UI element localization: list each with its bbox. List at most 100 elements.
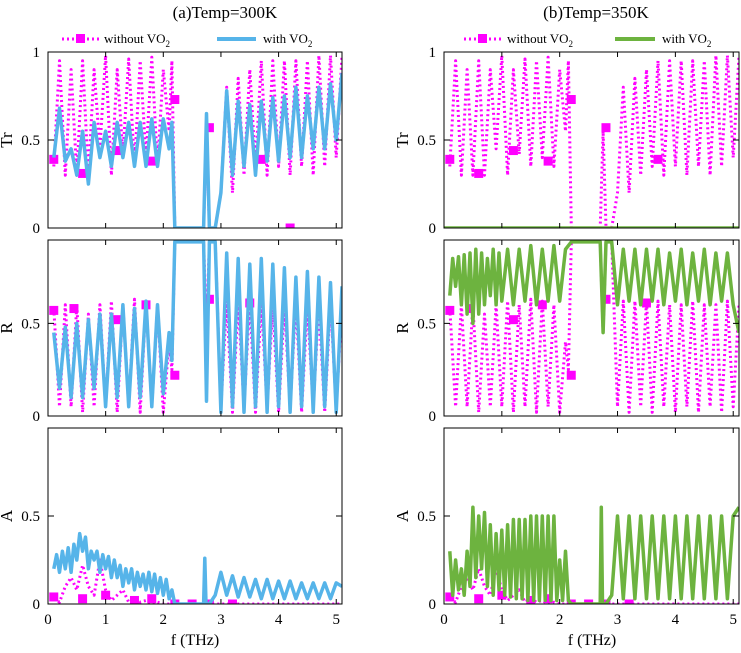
legend-b: without VO2 with VO2 xyxy=(464,31,711,49)
ytick-label-b-a-1: 0.5 xyxy=(417,509,436,525)
panel-b-tr: 0 0.5 1 Tr xyxy=(393,45,740,237)
xtick-label-b-a-2: 2 xyxy=(556,612,564,628)
marker-a-r-4 xyxy=(170,370,180,380)
legend-a: without VO2 with VO2 xyxy=(62,31,312,49)
series-group-b-r xyxy=(445,240,739,414)
marker-b-r-0 xyxy=(445,305,455,315)
xtick-label-a-a-1: 1 xyxy=(102,612,110,628)
marker-a-r-0 xyxy=(49,305,59,315)
legend-b-dotted-label: without VO2 xyxy=(507,31,573,49)
ytick-label-a-r-0: 0 xyxy=(33,409,41,425)
marker-a-tr-5 xyxy=(204,123,214,133)
ytick-label-a-tr-0: 0 xyxy=(33,221,41,237)
marker-b-a-6 xyxy=(584,599,594,604)
ytick-label-b-r-1: 0.5 xyxy=(417,316,436,332)
marker-a-a-0 xyxy=(49,592,59,602)
panel-a-tr: 0 0.5 1 Tr xyxy=(0,45,343,237)
series-group-b-a xyxy=(445,505,739,604)
legend-a-dotted-label: without VO2 xyxy=(104,31,170,49)
marker-b-a-1 xyxy=(474,594,484,604)
marker-a-r-2 xyxy=(112,315,122,325)
marker-b-tr-1 xyxy=(474,168,484,178)
marker-b-r-6 xyxy=(641,298,651,308)
series-with-vo2-a-r xyxy=(52,240,342,415)
marker-a-tr-0 xyxy=(49,154,59,164)
marker-b-a-8 xyxy=(624,599,634,604)
panel-b-a: 0 0.5 A 0 1 2 3 4 5 xyxy=(393,427,740,628)
panel-frame-a-r xyxy=(47,239,343,417)
marker-b-r-3 xyxy=(537,300,547,310)
ytick-label-a-a-1: 0.5 xyxy=(21,509,40,525)
xlabel-b: f (THz) xyxy=(568,632,616,649)
series-without-vo2-a-a xyxy=(53,558,342,604)
marker-a-tr-3 xyxy=(147,156,157,166)
ytick-label-a-tr-1: 0.5 xyxy=(21,133,40,149)
panel-a-r: 0 0.5 R xyxy=(0,239,343,425)
xtick-label-b-a-1: 1 xyxy=(498,612,506,628)
xlabel-a: f (THz) xyxy=(171,632,219,649)
marker-b-tr-4 xyxy=(566,95,576,105)
xtick-label-b-a-5: 5 xyxy=(729,612,737,628)
marker-b-a-0 xyxy=(445,592,455,602)
marker-a-tr-1 xyxy=(78,168,88,178)
marker-b-tr-5 xyxy=(601,123,611,133)
ylabel-a-a: A xyxy=(0,509,16,522)
marker-a-tr-2 xyxy=(112,146,122,156)
ytick-label-b-tr-2: 1 xyxy=(429,45,437,61)
marker-a-a-2 xyxy=(101,590,111,600)
series-without-vo2-b-tr xyxy=(448,54,739,228)
marker-a-a-3 xyxy=(129,595,139,604)
ylabel-a-tr: Tr xyxy=(0,132,16,148)
marker-a-a-8 xyxy=(227,599,237,604)
series-group-a-r xyxy=(49,240,342,415)
xtick-label-a-a-4: 4 xyxy=(275,612,283,628)
legend-a-solid-label: with VO2 xyxy=(263,31,312,49)
xtick-label-b-a-4: 4 xyxy=(672,612,680,628)
xtick-label-a-a-3: 3 xyxy=(217,612,225,628)
marker-a-r-1 xyxy=(69,304,79,314)
marker-b-a-4 xyxy=(543,594,553,604)
panel-a-a: 0 0.5 A 0 1 2 3 4 5 xyxy=(0,427,343,628)
xtick-label-a-a-2: 2 xyxy=(160,612,168,628)
xtick-label-a-a-0: 0 xyxy=(44,612,52,628)
marker-a-tr-4 xyxy=(170,95,180,105)
panel-frame-a-a xyxy=(47,427,343,605)
marker-a-a-1 xyxy=(78,594,88,604)
legend-b-marker xyxy=(478,34,487,43)
ytick-label-b-a-0: 0 xyxy=(429,597,437,613)
series-with-vo2-b-a xyxy=(448,505,739,604)
marker-b-r-4 xyxy=(566,370,576,380)
marker-a-a-4 xyxy=(147,594,157,604)
marker-b-tr-2 xyxy=(508,146,518,156)
series-without-vo2-b-r xyxy=(448,240,739,414)
ylabel-b-tr: Tr xyxy=(393,132,412,148)
marker-a-tr-7 xyxy=(285,223,295,228)
series-with-vo2-a-tr xyxy=(52,72,342,228)
legend-b-solid-label: with VO2 xyxy=(662,31,711,49)
ytick-label-a-tr-2: 1 xyxy=(33,45,41,61)
series-group-a-a xyxy=(49,531,342,604)
marker-a-a-6 xyxy=(187,599,197,604)
marker-b-tr-6 xyxy=(653,154,663,164)
ytick-label-b-tr-0: 0 xyxy=(429,221,437,237)
series-with-vo2-a-a xyxy=(52,531,342,604)
marker-a-tr-6 xyxy=(256,154,266,164)
ytick-label-b-tr-1: 0.5 xyxy=(417,133,436,149)
ylabel-b-r: R xyxy=(393,322,412,334)
xtick-label-b-a-0: 0 xyxy=(440,612,448,628)
ytick-label-a-a-0: 0 xyxy=(33,597,41,613)
ylabel-b-a: A xyxy=(393,509,412,522)
marker-b-a-3 xyxy=(526,595,536,604)
marker-b-r-5 xyxy=(601,294,611,304)
ylabel-a-r: R xyxy=(0,322,16,334)
series-group-b-tr xyxy=(444,54,739,228)
panel-b-r: 0 0.5 R xyxy=(393,239,740,425)
xtick-label-b-a-3: 3 xyxy=(614,612,622,628)
column-title-b: (b)Temp=350K xyxy=(543,3,649,22)
column-title-a: (a)Temp=300K xyxy=(173,3,278,22)
marker-b-r-2 xyxy=(508,315,518,325)
ytick-label-b-r-0: 0 xyxy=(429,409,437,425)
series-group-a-tr xyxy=(49,54,342,228)
marker-b-a-2 xyxy=(497,590,507,600)
